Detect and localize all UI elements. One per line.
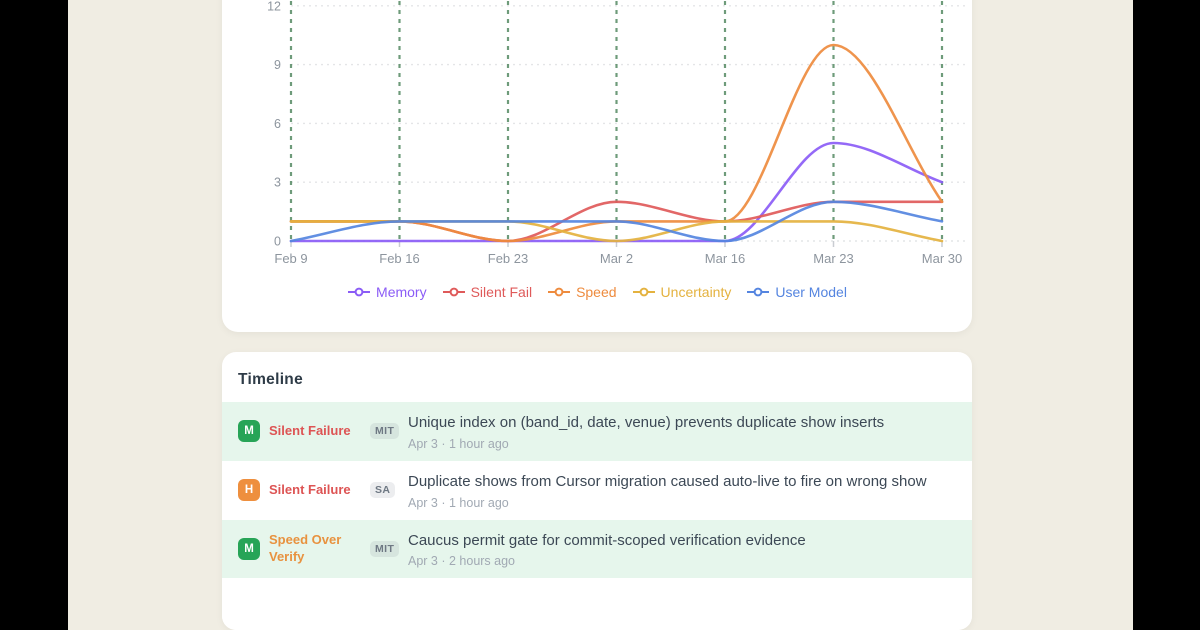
event-title: Duplicate shows from Cursor migration ca…: [408, 472, 927, 490]
event-labels: H Silent Failure SA: [238, 479, 402, 502]
agent-tag-chip: MIT: [370, 540, 400, 557]
category-label: Silent Failure: [269, 481, 351, 497]
legend-label: Speed: [576, 284, 617, 300]
event-labels: M Speed Over Verify MIT: [238, 532, 402, 566]
timeline-list: M Silent Failure MIT Unique index on (band_…: [222, 402, 972, 579]
legend-item-silent-fail: Silent Fail: [442, 284, 532, 300]
legend-label: Silent Fail: [470, 284, 533, 300]
legend-label: Memory: [376, 284, 427, 300]
event-content: Caucus permit gate for commit-scoped ver…: [402, 530, 952, 569]
y-axis-label: 12: [267, 0, 281, 13]
x-axis-label: Mar 16: [705, 251, 745, 266]
risk-trend-chart: Feb 9 Feb 16 Feb 23 Mar 2 Mar 16 Mar 23 Mar 30…: [267, 0, 966, 266]
event-title: Unique index on (band_id, date, venue) p…: [408, 414, 885, 431]
risk-trend-chart-card: Feb 9 Feb 16 Feb 23 Mar 2 Mar 16 Mar 23 Mar 30…: [222, 0, 972, 332]
legend-label: User Model: [775, 284, 847, 300]
legend-line-marker-icon: [348, 287, 371, 297]
timeline-row[interactable]: H Silent Failure SA Duplicate shows from Cu…: [222, 461, 972, 520]
x-axis-label: Mar 30: [922, 251, 962, 266]
legend-item-memory: Memory: [347, 284, 427, 300]
timeline-row[interactable]: M Silent Failure MIT Unique index on (band_…: [222, 402, 972, 461]
event-labels: M Silent Failure MIT: [238, 420, 402, 443]
chart-legend: Memory Silent Fail Speed Uncertainty User Mo…: [222, 284, 972, 300]
series-line-user-model: [289, 200, 944, 243]
x-axis-label: Mar 2: [600, 251, 633, 266]
legend-item-user-model: User Model: [746, 284, 847, 300]
legend-item-uncertainty: Uncertainty: [632, 284, 732, 300]
legend-line-marker-icon: [747, 287, 770, 297]
event-meta: Apr 3 · 1 hour ago: [408, 436, 509, 451]
x-axis-label: Mar 23: [813, 251, 853, 266]
severity-badge: M: [238, 420, 260, 443]
legend-label: Uncertainty: [660, 284, 732, 300]
legend-item-speed: Speed: [547, 284, 617, 300]
legend-line-marker-icon: [632, 287, 655, 297]
y-axis-label: 9: [274, 58, 281, 72]
category-label: Silent Failure: [269, 422, 351, 438]
category-label: Speed Over Verify: [269, 531, 342, 564]
severity-badge: H: [238, 479, 260, 502]
timeline-row[interactable]: M Speed Over Verify MIT Caucus permit gate …: [222, 519, 972, 579]
x-axis-label: Feb 9: [274, 251, 307, 266]
y-axis-label: 0: [274, 235, 281, 249]
y-axis-label: 3: [274, 176, 281, 190]
y-axis-label: 6: [274, 117, 281, 131]
event-title: Caucus permit gate for commit-scoped ver…: [408, 531, 806, 549]
x-axis-label: Feb 16: [379, 251, 419, 266]
timeline-heading: Timeline: [238, 371, 303, 388]
event-meta: Apr 3 · 2 hours ago: [408, 554, 516, 569]
x-axis-label: Feb 23: [488, 251, 528, 266]
left-letterbox-bar: [0, 0, 68, 630]
legend-line-marker-icon: [548, 287, 571, 297]
event-meta: Apr 3 · 1 hour ago: [408, 495, 509, 510]
severity-badge: M: [238, 537, 260, 560]
agent-tag-chip: MIT: [370, 423, 400, 440]
timeline-next-row-partial: [222, 578, 972, 630]
legend-line-marker-icon: [442, 287, 465, 297]
agent-tag-chip: SA: [370, 482, 396, 499]
timeline-card: Timeline M Silent Failure MIT Unique index …: [222, 352, 972, 630]
event-content: Unique index on (band_id, date, venue) p…: [402, 412, 952, 451]
event-content: Duplicate shows from Cursor migration ca…: [402, 471, 952, 510]
right-letterbox-bar: [1133, 0, 1200, 630]
